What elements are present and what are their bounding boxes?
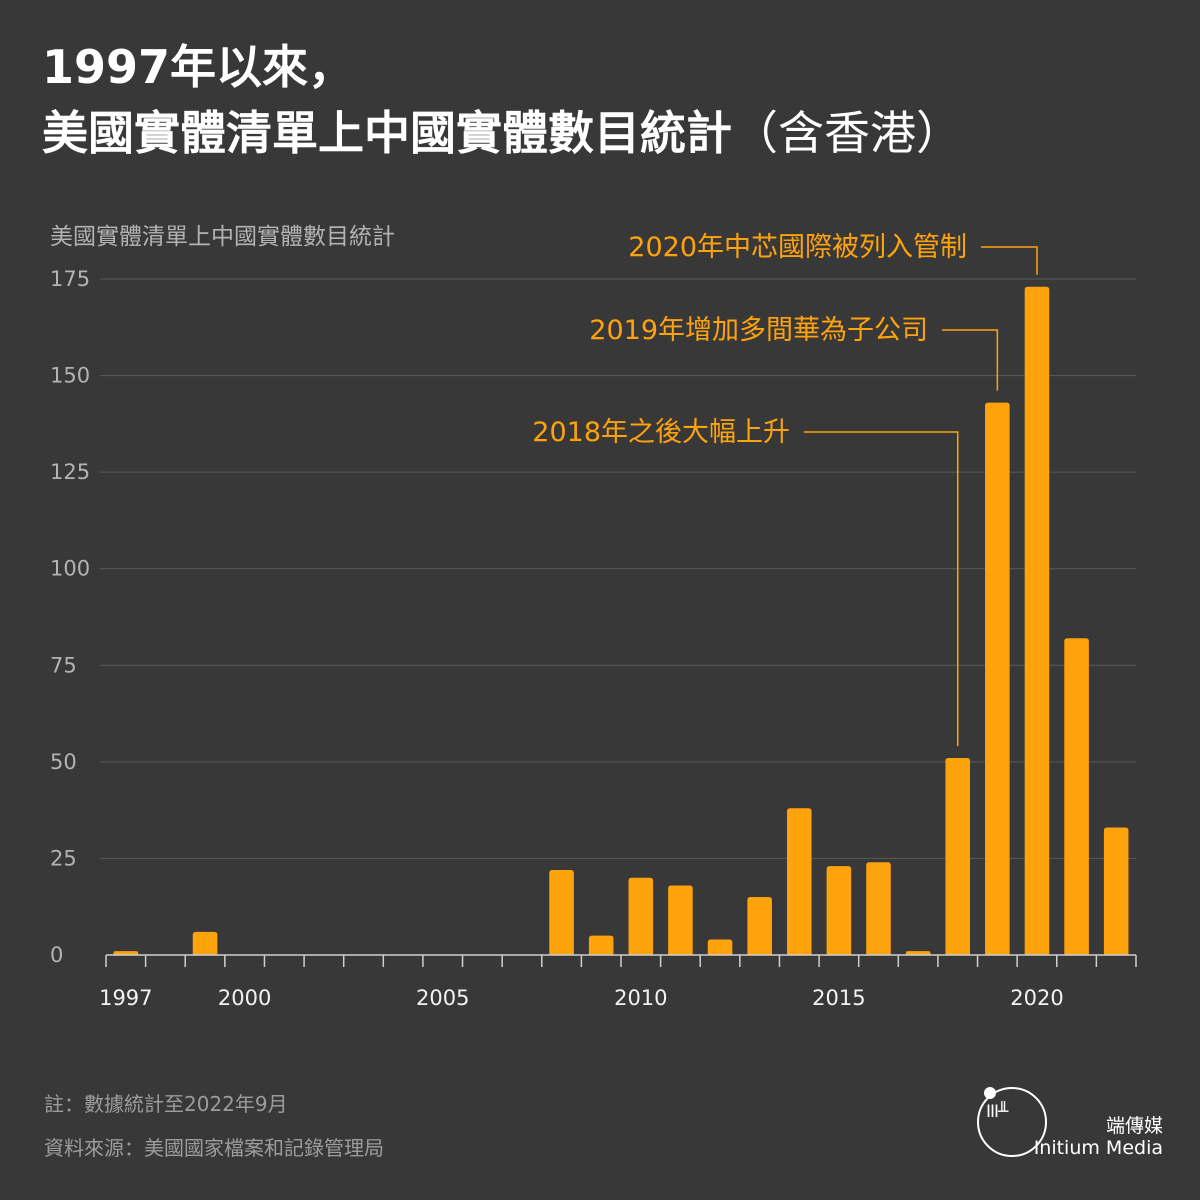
y-tick-50: 50 xyxy=(50,750,77,774)
x-tick-2005: 2005 xyxy=(416,986,469,1010)
chart-title: 1997年以來， 美國實體清單上中國實體數目統計（含香港） xyxy=(42,34,1162,166)
title-line-2: 美國實體清單上中國實體數目統計（含香港） xyxy=(42,100,1162,166)
bar-2019 xyxy=(985,402,1010,955)
bar-1999 xyxy=(192,931,218,955)
annotation-leader-2019 xyxy=(942,329,999,391)
y-tick-175: 175 xyxy=(50,267,90,291)
logo-glyph: ΙΙΙ╨ xyxy=(986,1102,1008,1122)
bar-chart: 美國實體清單上中國實體數目統計 0 25 50 75 100 125 150 175 1997… xyxy=(50,224,1137,1010)
x-tick-labels: 1997 2000 2005 2010 2015 2020 xyxy=(99,986,1064,1010)
annotation-2020: 2020年中芯國際被列入管制 xyxy=(628,232,967,263)
logo-dot-icon xyxy=(984,1087,996,1099)
bar-2015 xyxy=(826,866,852,955)
bars xyxy=(113,286,1129,955)
brand-name-cn: 端傳媒 xyxy=(1105,1115,1163,1137)
bar-2020 xyxy=(1024,286,1050,955)
footnote-source: 資料來源：美國國家檔案和記錄管理局 xyxy=(44,1136,384,1160)
annotation-leader-2020 xyxy=(981,246,1038,275)
x-tick-1997: 1997 xyxy=(99,986,152,1010)
y-axis-title: 美國實體清單上中國實體數目統計 xyxy=(50,224,395,250)
bar-2021 xyxy=(1064,638,1089,955)
bar-2012 xyxy=(707,939,733,955)
footnote-note: 註：數據統計至2022年9月 xyxy=(44,1092,288,1116)
y-tick-25: 25 xyxy=(50,846,77,870)
title-main: 美國實體清單上中國實體數目統計 xyxy=(42,106,732,160)
annotation-leader-2018 xyxy=(804,431,959,746)
x-tick-2015: 2015 xyxy=(812,986,865,1010)
title-line-1: 1997年以來， xyxy=(42,40,355,94)
y-tick-0: 0 xyxy=(50,943,63,967)
bar-1997 xyxy=(113,951,139,955)
bar-2022 xyxy=(1103,827,1129,955)
y-tick-125: 125 xyxy=(50,460,90,484)
x-tick-2010: 2010 xyxy=(614,986,667,1010)
y-tick-100: 100 xyxy=(50,557,90,581)
brand-name-en: Initium Media xyxy=(1033,1137,1163,1159)
bar-2017 xyxy=(905,951,931,955)
bar-2016 xyxy=(866,862,891,955)
annotations: 2020年中芯國際被列入管制 2019年增加多間華為子公司 2018年之後大幅上升 xyxy=(532,232,1038,746)
x-axis xyxy=(105,954,1137,967)
bar-2009 xyxy=(588,935,614,955)
y-tick-75: 75 xyxy=(50,653,77,677)
annotation-2019: 2019年增加多間華為子公司 xyxy=(589,315,928,346)
x-tick-2000: 2000 xyxy=(218,986,271,1010)
grid-lines xyxy=(100,278,1136,859)
annotation-2018: 2018年之後大幅上升 xyxy=(532,417,790,448)
bar-2013 xyxy=(747,897,772,955)
title-suffix: （含香港） xyxy=(732,106,962,160)
bar-2018 xyxy=(945,757,971,955)
bar-2011 xyxy=(668,885,693,955)
logo-circle-icon xyxy=(977,1087,1047,1157)
bar-2008 xyxy=(549,870,574,955)
bar-2014 xyxy=(786,808,812,955)
y-tick-labels: 0 25 50 75 100 125 150 175 xyxy=(50,267,90,967)
bar-2010 xyxy=(628,877,654,955)
x-tick-2020: 2020 xyxy=(1010,986,1063,1010)
y-tick-150: 150 xyxy=(50,364,90,388)
